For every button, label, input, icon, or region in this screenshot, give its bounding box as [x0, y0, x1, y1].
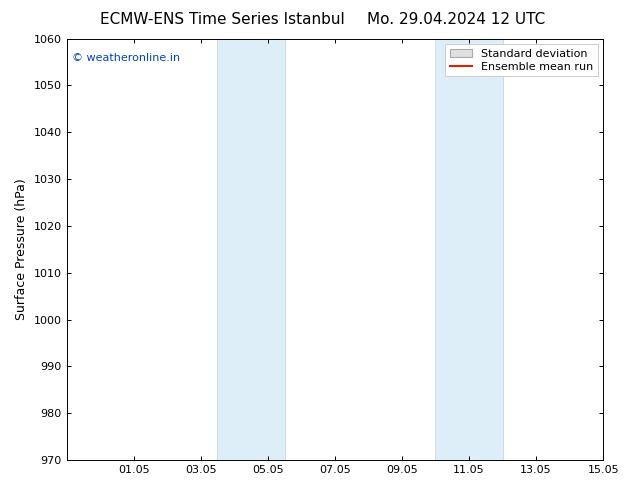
Text: ECMW-ENS Time Series Istanbul: ECMW-ENS Time Series Istanbul — [100, 12, 344, 27]
Y-axis label: Surface Pressure (hPa): Surface Pressure (hPa) — [15, 178, 28, 320]
Bar — [217, 39, 285, 460]
Bar — [436, 39, 503, 460]
Legend: Standard deviation, Ensemble mean run: Standard deviation, Ensemble mean run — [445, 44, 598, 76]
Text: © weatheronline.in: © weatheronline.in — [72, 53, 180, 63]
Text: Mo. 29.04.2024 12 UTC: Mo. 29.04.2024 12 UTC — [367, 12, 546, 27]
